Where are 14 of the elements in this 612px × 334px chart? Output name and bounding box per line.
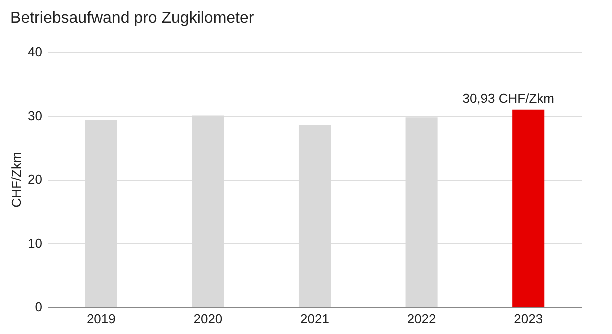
data-label: 30,93 CHF/Zkm <box>462 90 554 106</box>
x-tick-label: 2023 <box>514 312 544 326</box>
chart-title: Betriebsaufwand pro Zugkilometer <box>10 10 255 27</box>
y-tick-label: 0 <box>35 300 42 314</box>
x-tick-label: 2022 <box>407 312 436 326</box>
y-axis-title: CHF/Zkm <box>9 152 24 208</box>
x-tick-label: 2019 <box>86 312 116 326</box>
y-tick-label: 20 <box>28 172 42 187</box>
y-tick-label: 10 <box>28 236 42 251</box>
bar <box>512 110 545 307</box>
y-tick-label: 30 <box>28 108 42 124</box>
y-tick-label: 40 <box>28 44 42 60</box>
x-tick-label: 2021 <box>300 312 330 326</box>
x-tick-label: 2020 <box>194 312 223 326</box>
